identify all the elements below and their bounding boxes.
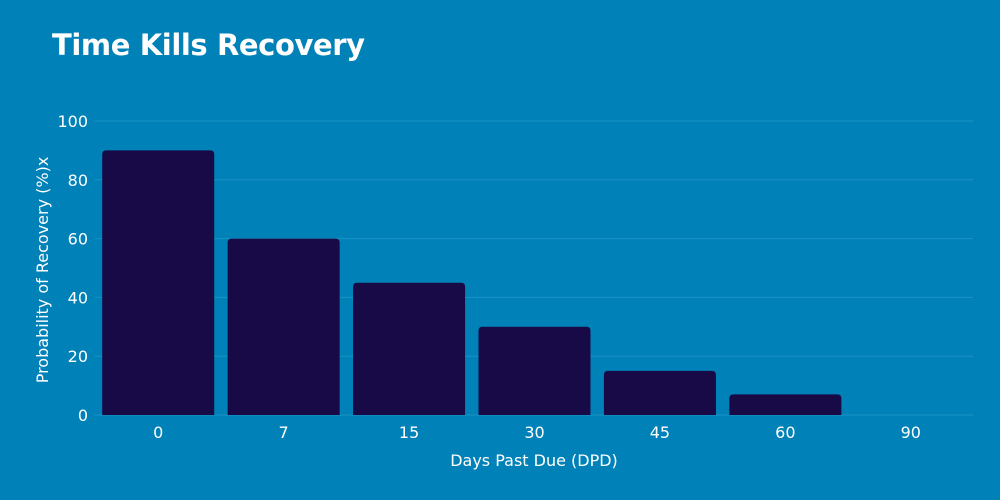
x-tick-label: 30 bbox=[524, 423, 544, 442]
x-tick-label: 15 bbox=[399, 423, 419, 442]
y-tick-label: 20 bbox=[68, 347, 88, 366]
bar-45 bbox=[603, 370, 716, 415]
bar-7 bbox=[227, 238, 340, 415]
bar-15 bbox=[353, 282, 466, 415]
x-tick-label: 7 bbox=[279, 423, 289, 442]
x-axis-title: Days Past Due (DPD) bbox=[450, 451, 618, 470]
bar-60 bbox=[729, 394, 842, 415]
y-tick-label: 60 bbox=[68, 230, 88, 249]
bar-0 bbox=[102, 150, 215, 415]
y-axis-title: Probability of Recovery (%)x bbox=[33, 157, 52, 384]
x-tick-label: 60 bbox=[775, 423, 795, 442]
y-tick-label: 0 bbox=[78, 406, 88, 425]
y-tick-label: 40 bbox=[68, 288, 88, 307]
y-tick-label: 100 bbox=[57, 112, 88, 131]
x-tick-label: 0 bbox=[153, 423, 163, 442]
x-tick-label: 90 bbox=[901, 423, 921, 442]
x-tick-label: 45 bbox=[650, 423, 670, 442]
x-axis-ticks: 0 7 15 30 45 60 90 bbox=[153, 423, 921, 442]
bars bbox=[102, 150, 842, 415]
y-tick-label: 80 bbox=[68, 171, 88, 190]
chart-title: Time Kills Recovery bbox=[52, 28, 365, 62]
bar-30 bbox=[478, 326, 591, 415]
y-axis-ticks: 0 20 40 60 80 100 bbox=[57, 112, 88, 425]
